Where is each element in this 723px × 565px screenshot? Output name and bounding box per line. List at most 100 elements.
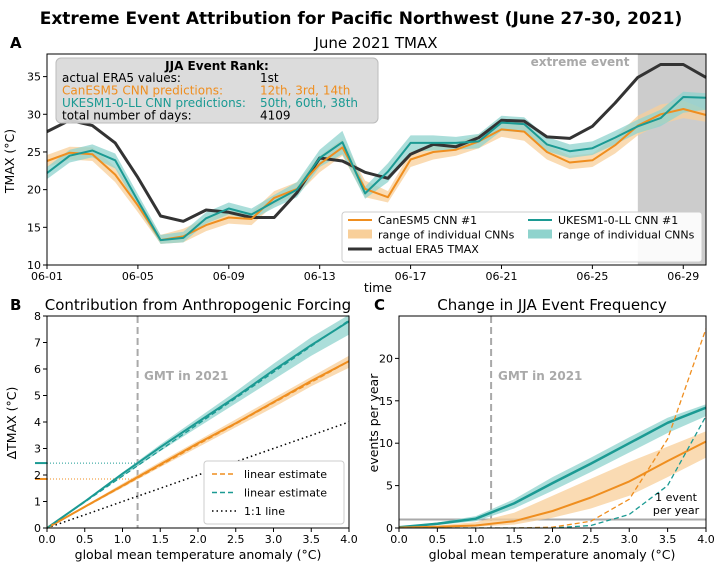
ukesm-line: [46, 96, 707, 242]
legend-swatch: [348, 229, 372, 239]
panel-b-ylabel: ΔTMAX (°C): [4, 387, 19, 460]
x-tick-label: 3.0: [265, 533, 283, 546]
x-tick-label: 06-01: [31, 270, 63, 283]
legend-label: linear estimate: [244, 468, 327, 481]
panel-b-vline-label: GMT in 2021: [144, 369, 228, 383]
figure-title: Extreme Event Attribution for Pacific No…: [40, 9, 683, 29]
x-tick-label: 06-21: [485, 270, 517, 283]
canesm-linear-estimate: [399, 328, 706, 528]
panel-b-xlabel: global mean temperature anomaly (°C): [75, 547, 322, 562]
panel-a: A June 2021 TMAX time TMAX (°C) extreme …: [2, 34, 707, 295]
panel-b: B Contribution from Anthropogenic Forcin…: [4, 296, 358, 562]
legend-label: range of individual CNNs: [378, 229, 515, 242]
x-tick-label: 3.5: [303, 533, 321, 546]
x-tick-label: 2.5: [227, 533, 245, 546]
one-event-label-line2: per year: [653, 504, 700, 517]
x-tick-label: 1.5: [152, 533, 170, 546]
y-tick-label: 7: [34, 337, 41, 350]
y-tick-label: 8: [34, 310, 41, 323]
y-tick-label: 0: [34, 522, 41, 535]
panel-a-ylabel: TMAX (°C): [2, 129, 17, 194]
rank-row-label: actual ERA5 values:: [62, 71, 181, 85]
x-tick-label: 4.0: [340, 533, 358, 546]
rank-row-label: CanESM5 CNN predictions:: [62, 84, 223, 98]
legend-label: linear estimate: [244, 487, 327, 500]
extreme-event-label: extreme event: [531, 55, 630, 69]
era5-line: [46, 63, 707, 223]
canesm-range-band: [399, 431, 706, 528]
x-tick-label: 06-09: [213, 270, 245, 283]
x-tick-label: 0.0: [38, 533, 56, 546]
panel-c-vline-label: GMT in 2021: [498, 369, 582, 383]
canesm-range-band: [47, 100, 706, 244]
x-tick-label: 2.0: [544, 533, 562, 546]
y-tick-label: 30: [27, 108, 41, 121]
y-tick-label: 3: [34, 443, 41, 456]
y-tick-label: 1: [34, 496, 41, 509]
y-tick-label: 35: [27, 71, 41, 84]
legend-swatch: [528, 229, 552, 239]
one-event-label-line1: 1 event: [655, 491, 698, 504]
panel-c-xlabel: global mean temperature anomaly (°C): [429, 547, 676, 562]
x-tick-label: 1.5: [505, 533, 523, 546]
y-tick-label: 0: [386, 522, 393, 535]
x-tick-label: 0.5: [429, 533, 447, 546]
legend-label: CanESM5 CNN #1: [378, 214, 477, 227]
x-tick-label: 06-05: [122, 270, 154, 283]
panel-a-label: A: [10, 34, 22, 52]
y-tick-label: 15: [27, 221, 41, 234]
ukesm-line: [399, 406, 706, 528]
y-tick-label: 4: [34, 416, 41, 429]
canesm-line: [399, 440, 706, 528]
panel-c: C Change in JJA Event Frequency global m…: [366, 296, 715, 562]
y-tick-label: 2: [34, 469, 41, 482]
rank-row-value: 4109: [260, 109, 291, 123]
x-tick-label: 2.0: [189, 533, 207, 546]
panel-b-label: B: [10, 296, 21, 314]
panel-a-title: June 2021 TMAX: [313, 34, 437, 52]
y-tick-label: 10: [379, 437, 393, 450]
x-tick-label: 4.0: [697, 533, 715, 546]
rank-row-value: 12th, 3rd, 14th: [260, 84, 350, 98]
rank-row-value: 1st: [260, 71, 279, 85]
y-tick-label: 5: [386, 480, 393, 493]
panel-c-title: Change in JJA Event Frequency: [437, 296, 667, 314]
panel-a-xlabel: time: [364, 280, 393, 295]
canesm-linear-estimate: [46, 360, 350, 529]
y-tick-label: 20: [379, 352, 393, 365]
x-tick-label: 06-25: [576, 270, 608, 283]
one-to-one-line: [46, 421, 350, 529]
legend-label: 1:1 line: [244, 505, 285, 518]
x-tick-label: 06-13: [304, 270, 336, 283]
x-tick-label: 1.0: [467, 533, 485, 546]
x-tick-label: 3.5: [659, 533, 677, 546]
x-tick-label: 0.0: [390, 533, 408, 546]
x-tick-label: 06-29: [667, 270, 699, 283]
panel-b-title: Contribution from Anthropogenic Forcing: [45, 296, 351, 314]
y-tick-label: 15: [379, 395, 393, 408]
y-tick-label: 6: [34, 363, 41, 376]
ukesm-line: [46, 320, 350, 529]
panel-c-label: C: [374, 296, 385, 314]
rank-row-label: UKESM1-0-LL CNN predictions:: [62, 96, 246, 110]
y-tick-label: 10: [27, 259, 41, 272]
x-tick-label: 0.5: [76, 533, 94, 546]
rank-info-title: JJA Event Rank:: [164, 59, 269, 73]
legend-label: actual ERA5 TMAX: [378, 243, 479, 256]
x-tick-label: 06-17: [395, 270, 427, 283]
panel-b-legend: [203, 460, 345, 525]
y-tick-label: 20: [27, 184, 41, 197]
panel-c-ylabel: events per year: [366, 373, 381, 473]
rank-row-label: total number of days:: [62, 109, 192, 123]
legend-label: UKESM1-0-LL CNN #1: [558, 214, 678, 227]
ukesm-linear-estimate: [46, 319, 350, 529]
panel-c-plot-area: [399, 316, 706, 528]
rank-row-value: 50th, 60th, 38th: [260, 96, 358, 110]
y-tick-label: 5: [34, 390, 41, 403]
rank-info-box: [55, 57, 379, 124]
panel-a-frame: [46, 53, 707, 266]
x-tick-label: 1.0: [114, 533, 132, 546]
x-tick-label: 3.0: [621, 533, 639, 546]
legend-label: range of individual CNNs: [558, 229, 695, 242]
